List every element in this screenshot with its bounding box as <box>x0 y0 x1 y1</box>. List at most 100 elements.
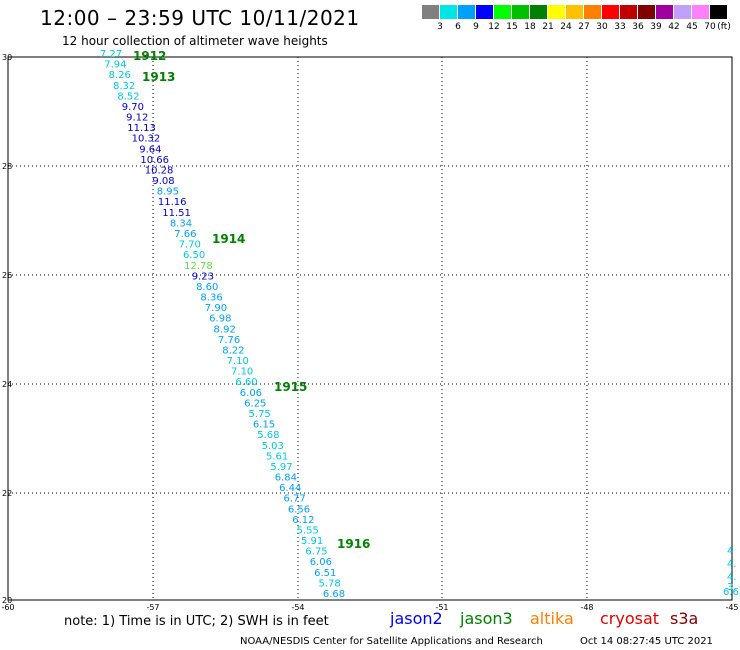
footer-timestamp: Oct 14 08:27:45 UTC 2021 <box>580 636 713 647</box>
wave-height-reading: 7.10 <box>227 356 249 367</box>
scale-label: 33 <box>614 22 626 32</box>
edge-wave-reading: 4 <box>727 546 733 557</box>
satellite-legend-jason3: jason3 <box>460 609 513 628</box>
wave-height-reading: 7.70 <box>179 240 201 251</box>
wave-height-reading: 7.66 <box>174 229 196 240</box>
cycle-label: 1913 <box>142 70 175 84</box>
cycle-label: 1912 <box>133 49 166 63</box>
wave-height-reading: 10.28 <box>145 165 174 176</box>
wave-height-reading: 10.66 <box>140 155 169 166</box>
cycle-label: 1915 <box>274 380 307 394</box>
wave-height-reading: 8.22 <box>222 345 244 356</box>
lat-tick-label: 26 <box>2 271 12 280</box>
scale-swatch <box>710 5 727 19</box>
wave-height-reading: 6.12 <box>292 515 314 526</box>
wave-height-reading: 8.32 <box>113 81 135 92</box>
scale-swatch <box>422 5 439 19</box>
wave-height-reading: 5.68 <box>257 430 279 441</box>
scale-swatch <box>692 5 709 19</box>
lon-tick-label: -45 <box>725 603 738 612</box>
wave-height-reading: 5.61 <box>266 451 288 462</box>
scale-label: 21 <box>542 22 554 32</box>
scale-label: 9 <box>473 22 479 32</box>
note-text: note: 1) Time is in UTC; 2) SWH is in fe… <box>64 614 329 629</box>
wave-height-reading: 12.78 <box>184 261 213 272</box>
scale-label: 39 <box>650 22 662 32</box>
wave-height-reading: 6.84 <box>275 473 297 484</box>
cycle-label: 1914 <box>212 232 245 246</box>
satellite-legend-s3a: s3a <box>670 609 699 628</box>
lon-tick-label: -51 <box>435 603 448 612</box>
wave-height-reading: 11.51 <box>162 208 191 219</box>
scale-swatch <box>548 5 565 19</box>
page-subtitle: 12 hour collection of altimeter wave hei… <box>62 34 328 48</box>
wave-height-reading: 6.15 <box>253 420 275 431</box>
wave-height-reading: 9.12 <box>126 113 148 124</box>
scale-swatch <box>440 5 457 19</box>
scale-label: 30 <box>596 22 608 32</box>
wave-height-reading: 6.44 <box>279 483 301 494</box>
wave-height-reading: 7.10 <box>231 367 253 378</box>
lat-tick-label: 24 <box>2 380 12 389</box>
wave-height-reading: 6.06 <box>240 388 262 399</box>
wave-height-reading: 6.98 <box>209 314 231 325</box>
lon-tick-label: -54 <box>291 603 304 612</box>
wave-height-reading: 8.60 <box>196 282 218 293</box>
cycle-label: 1916 <box>337 537 370 551</box>
scale-label: 24 <box>560 22 572 32</box>
scale-swatch <box>602 5 619 19</box>
wave-height-reading: 6.06 <box>310 557 332 568</box>
scale-swatch <box>458 5 475 19</box>
wave-height-reading: 8.92 <box>214 324 236 335</box>
footer-credit: NOAA/NESDIS Center for Satellite Applica… <box>240 636 543 647</box>
wave-height-reading: 9.64 <box>139 144 161 155</box>
edge-wave-reading: 4. <box>727 559 737 570</box>
satellite-legend-cryosat: cryosat <box>600 609 660 628</box>
scale-label: 27 <box>578 22 590 32</box>
wave-height-reading: 5.55 <box>297 525 319 536</box>
scale-unit: (ft) <box>717 22 731 32</box>
wave-height-reading: 9.08 <box>152 176 174 187</box>
wave-height-reading: 6.25 <box>244 398 266 409</box>
scale-swatch <box>566 5 583 19</box>
scale-swatch <box>530 5 547 19</box>
edge-wave-reading: 6.6 <box>723 587 739 598</box>
scale-swatch <box>494 5 511 19</box>
wave-height-reading: 11.13 <box>127 123 156 134</box>
edge-wave-reading: 4. <box>727 572 737 583</box>
lat-tick-label: 28 <box>2 162 12 171</box>
satellite-legend-jason2: jason2 <box>390 609 443 628</box>
wave-height-reading: 6.51 <box>314 568 336 579</box>
scale-label: 45 <box>686 22 698 32</box>
scale-label: 6 <box>455 22 461 32</box>
scale-label: 12 <box>488 22 500 32</box>
scale-swatch <box>674 5 691 19</box>
wave-height-reading: 5.78 <box>318 578 340 589</box>
lat-tick-label: 30 <box>2 53 12 62</box>
wave-height-reading: 7.76 <box>218 335 240 346</box>
lat-tick-label: 22 <box>2 489 12 498</box>
lon-tick-label: -57 <box>146 603 159 612</box>
scale-swatch <box>638 5 655 19</box>
wave-height-reading: 7.27 <box>100 49 122 60</box>
wave-height-reading: 8.95 <box>157 187 179 198</box>
scale-label: 42 <box>668 22 680 32</box>
scale-swatch <box>476 5 493 19</box>
wave-height-reading: 6.68 <box>323 589 345 600</box>
wave-height-reading: 7.94 <box>104 60 126 71</box>
scale-swatch <box>656 5 673 19</box>
wave-height-reading: 8.52 <box>117 91 139 102</box>
lon-tick-label: -48 <box>580 603 593 612</box>
wave-height-reading: 8.34 <box>170 218 192 229</box>
wave-height-reading: 5.91 <box>301 536 323 547</box>
wave-height-reading: 6.60 <box>235 377 257 388</box>
wave-height-reading: 8.26 <box>109 70 131 81</box>
wave-height-reading: 8.36 <box>200 293 222 304</box>
lon-tick-label: -60 <box>1 603 14 612</box>
scale-label: 36 <box>632 22 644 32</box>
scale-label: 70 <box>704 22 716 32</box>
wave-height-reading: 9.70 <box>122 102 144 113</box>
map-frame <box>7 56 733 601</box>
page-title: 12:00 – 23:59 UTC 10/11/2021 <box>40 6 360 30</box>
